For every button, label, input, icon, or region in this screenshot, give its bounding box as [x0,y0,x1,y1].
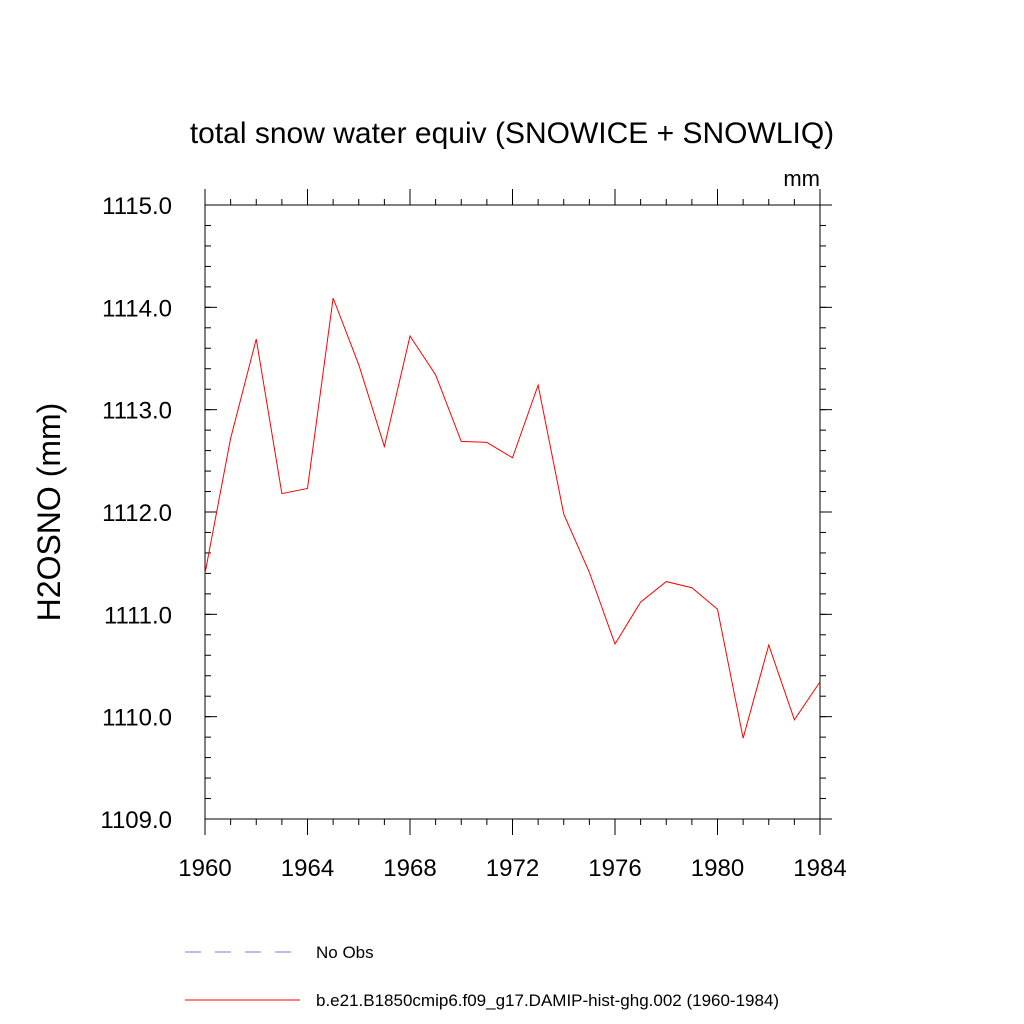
y-tick-label: 1110.0 [102,705,172,732]
x-tick-label: 1960 [178,855,231,882]
x-tick-label: 1976 [588,855,641,882]
legend-label: No Obs [316,943,374,962]
y-tick-label: 1114.0 [102,295,172,322]
x-tick-label: 1980 [691,855,744,882]
chart-title: total snow water equiv (SNOWICE + SNOWLI… [190,117,834,150]
x-tick-label: 1968 [383,855,436,882]
legend-label: b.e21.B1850cmip6.f09_g17.DAMIP-hist-ghg.… [316,991,779,1010]
plot-frame [204,204,821,820]
series-group [204,297,821,739]
y-tick-label: 1112.0 [102,500,172,527]
x-tick-label: 1984 [793,855,846,882]
minor-ticks [204,199,826,825]
unit-label: mm [783,166,820,191]
legend: No Obs b.e21.B1850cmip6.f09_g17.DAMIP-his… [185,943,779,1010]
x-tick-label: 1964 [281,855,334,882]
y-tick-label: 1109.0 [100,807,172,834]
y-tick-label: 1113.0 [102,398,172,425]
x-tick-labels: 1960 1964 1968 1972 1976 1980 1984 [178,855,846,882]
x-tick-label: 1972 [486,855,539,882]
y-tick-label: 1111.0 [104,602,172,629]
major-ticks [204,189,832,835]
series-line [204,297,821,739]
y-tick-label: 1115.0 [102,193,172,220]
y-axis-label: H2OSNO (mm) [31,403,67,622]
y-tick-labels: 1109.0 1110.0 1111.0 1112.0 1113.0 1114.0 1115… [100,193,172,834]
